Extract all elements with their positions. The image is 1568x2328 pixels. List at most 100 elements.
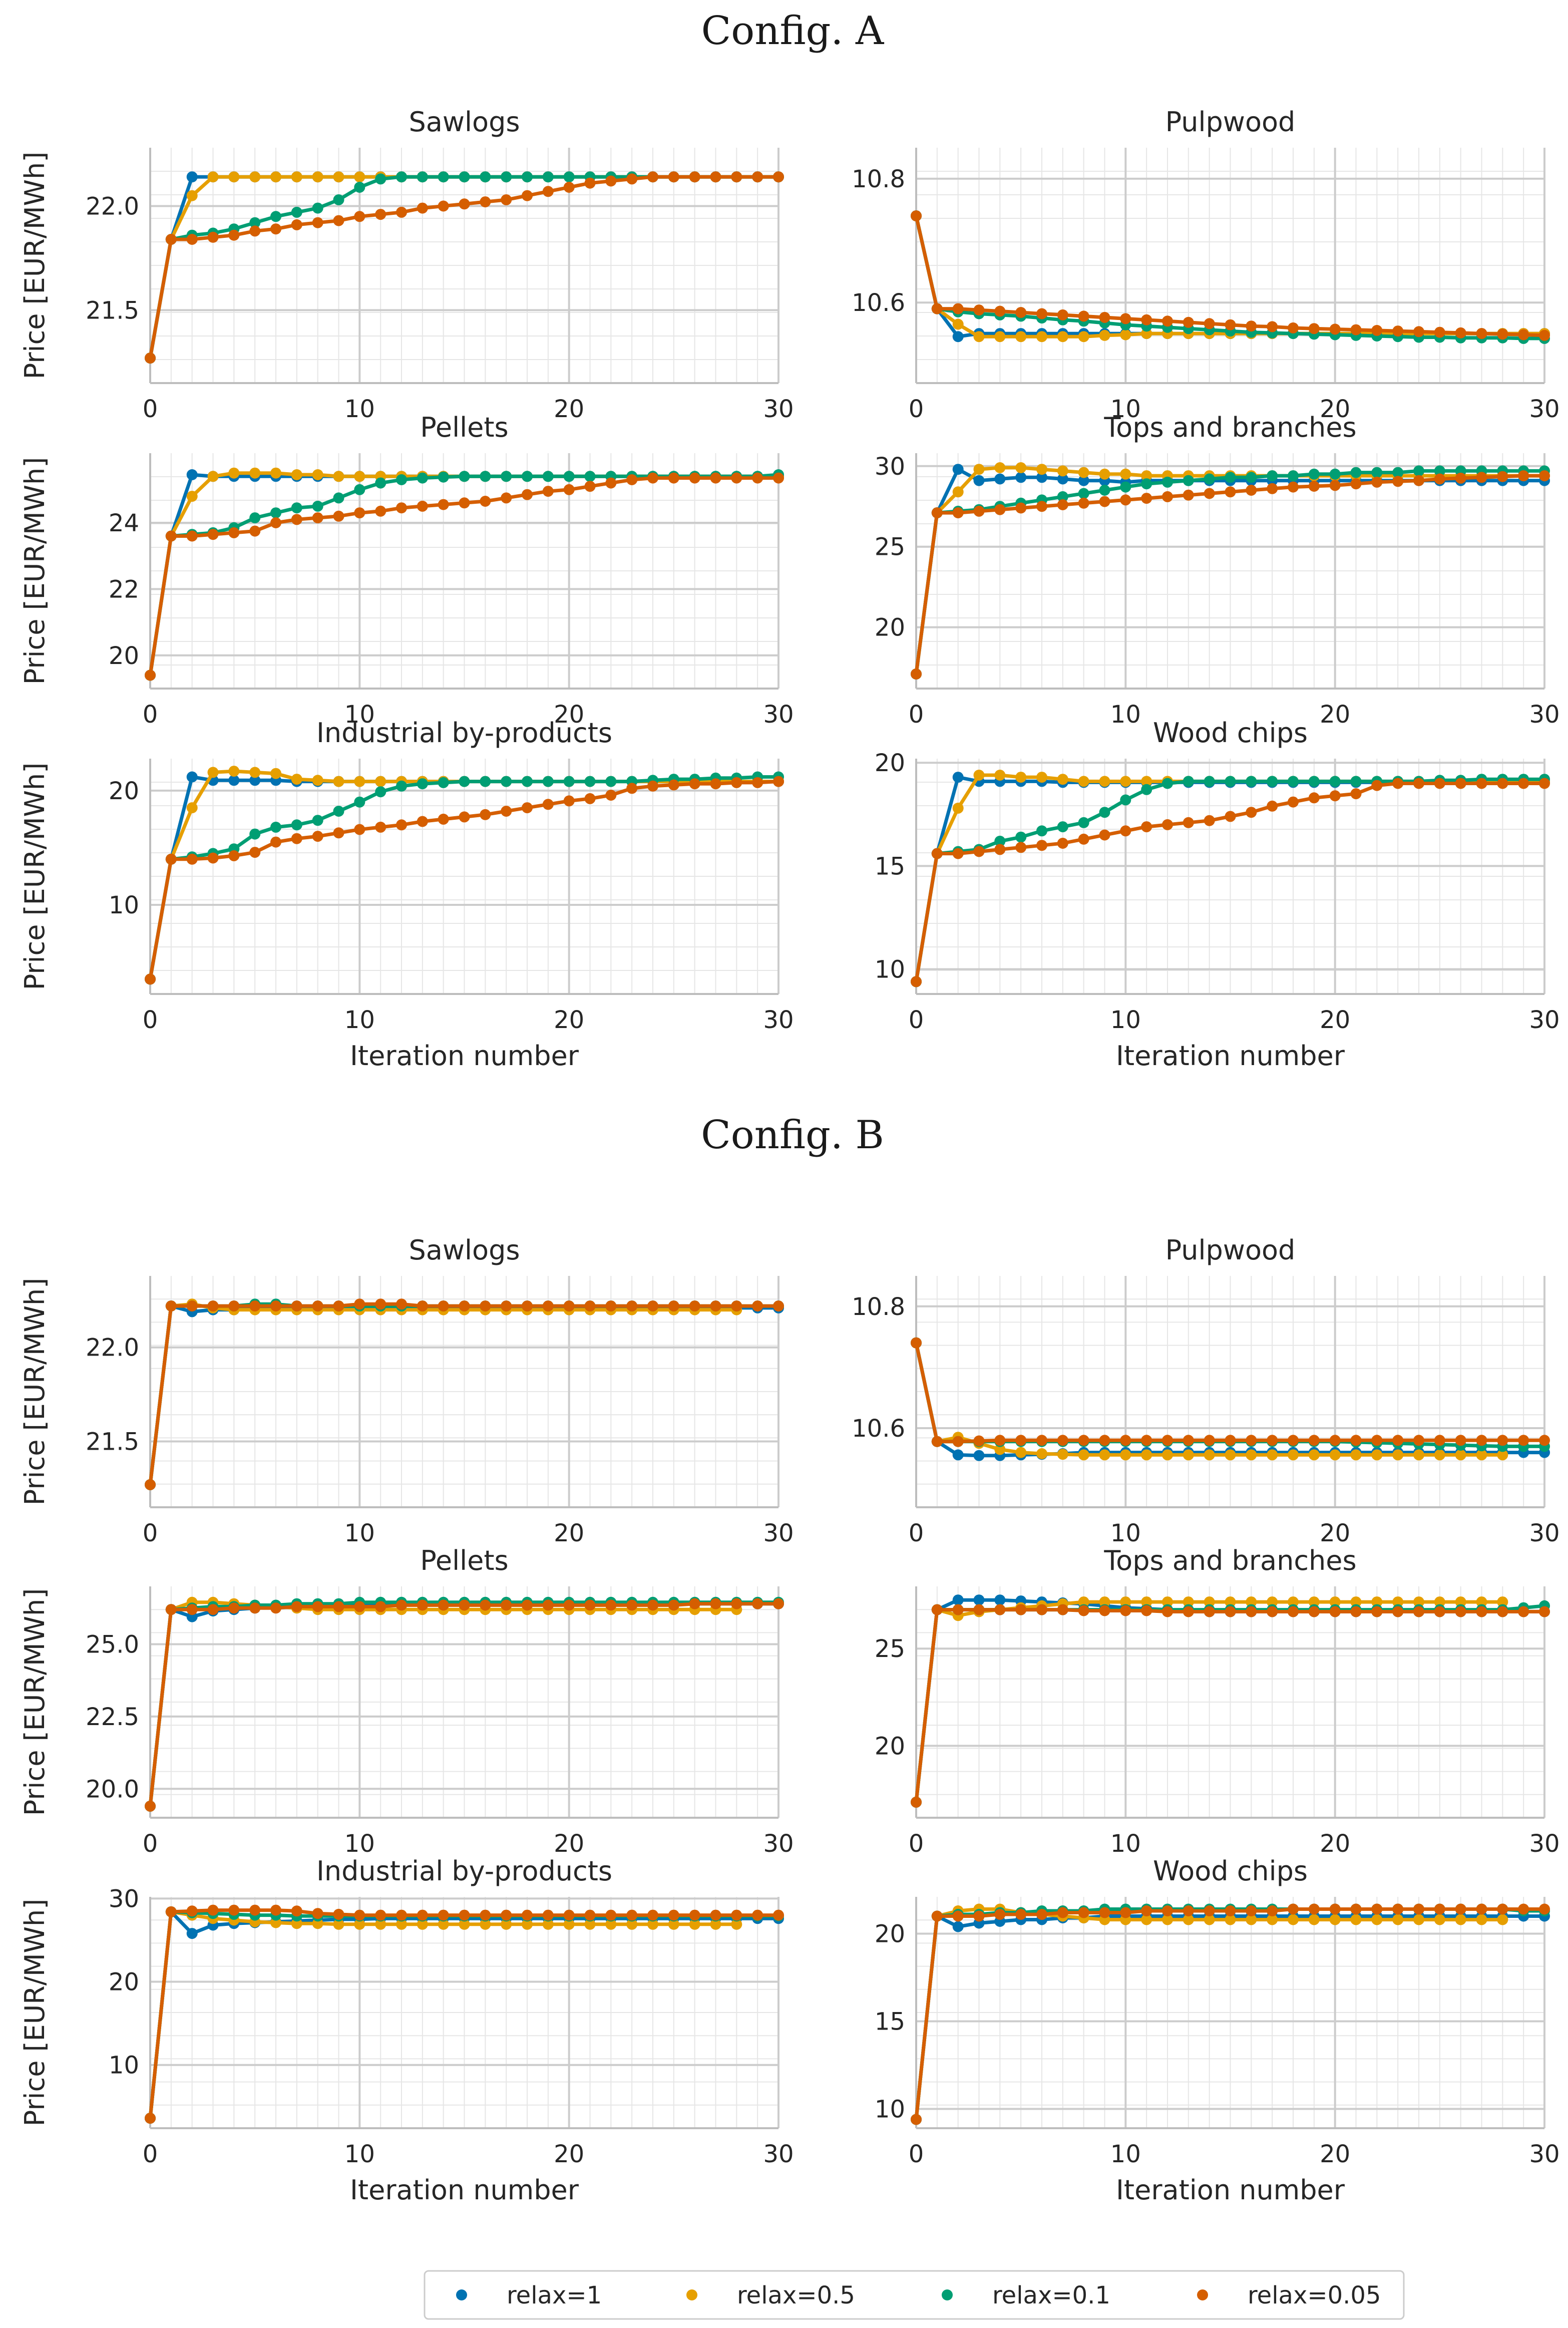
chart-config-a-industrial-by-products-point-relax-0-1	[480, 776, 491, 787]
chart-config-b-industrial-by-products-point-relax-0-05	[291, 1905, 302, 1917]
chart-config-a-tops-and-branches-point-relax-0-05	[1371, 476, 1383, 488]
chart-config-a-pellets-point-relax-0-05	[773, 472, 784, 484]
chart-config-b-pulpwood-point-relax-0-5	[1392, 1449, 1404, 1461]
chart-config-b-wood-chips-point-relax-0-05	[1308, 1903, 1320, 1915]
chart-config-a-tops-and-branches-point-relax-0-1	[1371, 467, 1383, 478]
chart-config-b-pulpwood-point-relax-1	[952, 1449, 964, 1461]
chart-config-a-pulpwood-point-relax-0-5	[973, 331, 985, 343]
chart-config-a-sawlogs-point-relax-0-05	[417, 202, 428, 214]
chart-config-a-pulpwood-point-relax-0-05	[1057, 309, 1068, 320]
chart-config-a-industrial-by-products-point-relax-0-05	[186, 853, 198, 865]
chart-config-b-pulpwood-point-relax-0-5	[1099, 1449, 1110, 1461]
chart-config-a-pellets-point-relax-0-1	[375, 477, 386, 489]
chart-config-b-industrial-by-products-point-relax-0-05	[145, 2113, 156, 2124]
chart-config-a-tops-and-branches-point-relax-0-5	[952, 486, 964, 498]
chart-config-b-sawlogs-point-relax-0-05	[165, 1300, 177, 1312]
chart-config-b-pulpwood-point-relax-0-05	[1434, 1435, 1445, 1446]
chart-config-a-pulpwood-point-relax-0-05	[1183, 316, 1194, 328]
chart-config-a-wood-chips-point-relax-0-05	[1476, 778, 1487, 789]
chart-config-b-pulpwood-point-relax-0-05	[1518, 1435, 1529, 1446]
chart-config-b-pellets-point-relax-0-05	[354, 1601, 365, 1612]
chart-config-a-tops-and-branches-point-relax-0-05	[1036, 501, 1047, 512]
chart-config-b-sawlogs-point-relax-0-05	[626, 1300, 638, 1312]
chart-config-b-tops-and-branches-point-relax-0-05	[952, 1604, 964, 1615]
chart-config-a-pellets-point-relax-0-1	[312, 500, 323, 512]
chart-config-a-industrial-by-products-point-relax-0-5	[333, 776, 344, 787]
chart-config-a-wood-chips-point-relax-0-5	[1015, 772, 1027, 783]
chart-config-a-wood-chips-point-relax-0-05	[1057, 838, 1068, 849]
chart-config-b-wood-chips-point-relax-1	[952, 1921, 964, 1932]
chart-config-b-pulpwood-point-relax-0-05	[1141, 1435, 1152, 1446]
chart-config-a-pulpwood-point-relax-0-05	[1518, 329, 1529, 341]
chart-config-a-sawlogs-point-relax-0-05	[375, 209, 386, 220]
chart-config-b-tops-and-branches-point-relax-0-05	[1225, 1606, 1236, 1617]
chart-config-b-tops-and-branches-point-relax-1	[952, 1594, 964, 1606]
chart-config-a-pulpwood-point-relax-0-05	[952, 303, 964, 314]
chart-config-a-sawlogs-point-relax-0-05	[249, 225, 261, 237]
chart-config-b-tops-and-branches-x-tick-label: 20	[1320, 1830, 1350, 1858]
chart-config-b-pulpwood-point-relax-0-05	[1246, 1435, 1257, 1446]
chart-config-b-pellets-x-tick-label: 10	[344, 1830, 375, 1858]
chart-config-a-industrial-by-products-point-relax-0-05	[459, 811, 470, 823]
chart-config-a-tops-and-branches-point-relax-0-05	[1015, 502, 1027, 514]
chart-config-b-wood-chips-point-relax-0-5	[1308, 1914, 1320, 1925]
chart-config-a-tops-and-branches-point-relax-0-1	[1413, 465, 1424, 477]
chart-config-a-pulpwood: 10.6 10.8 0 10 20 30 Pulpwood	[852, 106, 1559, 423]
chart-config-b-tops-and-branches-point-relax-0-5	[1120, 1596, 1131, 1608]
chart-config-a-industrial-by-products-y-tick-label: 10	[109, 891, 139, 919]
chart-config-a-industrial-by-products-point-relax-0-1	[396, 780, 407, 792]
chart-config-b-wood-chips-point-relax-0-5	[1329, 1914, 1341, 1925]
chart-config-b-tops-and-branches-point-relax-0-05	[1350, 1606, 1362, 1617]
chart-config-a-pellets-point-relax-0-1	[542, 471, 554, 482]
chart-config-a-pulpwood-point-relax-0-5	[1015, 331, 1027, 343]
chart-config-a-industrial-by-products-point-relax-0-05	[333, 827, 344, 839]
chart-config-b-wood-chips-point-relax-0-05	[1413, 1903, 1424, 1915]
chart-config-b-tops-and-branches-point-relax-0-5	[1288, 1596, 1299, 1608]
chart-config-a-pellets-point-relax-0-1	[417, 472, 428, 484]
chart-config-b-industrial-by-products-point-relax-0-05	[249, 1904, 261, 1916]
chart-config-a-wood-chips-point-relax-0-05	[1246, 807, 1257, 818]
chart-config-b-tops-and-branches-point-relax-0-05	[1015, 1604, 1027, 1615]
chart-config-b-tops-and-branches-point-relax-0-5	[1078, 1596, 1089, 1608]
chart-config-a-wood-chips-point-relax-0-1	[1329, 776, 1341, 787]
chart-config-a-pellets-point-relax-0-05	[291, 514, 302, 525]
chart-config-b-wood-chips-point-relax-0-5	[1141, 1914, 1152, 1925]
chart-config-a-tops-and-branches-point-relax-0-05	[1288, 481, 1299, 493]
chart-config-b-industrial-by-products-point-relax-0-05	[459, 1909, 470, 1921]
chart-config-b-pulpwood-point-relax-0-5	[1288, 1449, 1299, 1461]
chart-config-b-industrial-by-products-point-relax-0-05	[333, 1908, 344, 1920]
chart-config-b-pulpwood-point-relax-0-05	[973, 1435, 985, 1447]
chart-config-a-tops-and-branches-point-relax-0-1	[1078, 488, 1089, 499]
chart-config-a-sawlogs-point-relax-0-05	[605, 175, 617, 187]
chart-config-a-industrial-by-products-point-relax-0-1	[354, 796, 365, 808]
chart-config-a-pellets-point-relax-0-05	[396, 502, 407, 514]
chart-config-b-pellets-point-relax-0-05	[773, 1598, 784, 1609]
chart-config-a-pellets-point-relax-0-5	[207, 471, 219, 482]
chart-config-b-sawlogs-point-relax-0-05	[333, 1300, 344, 1312]
chart-config-b-sawlogs-point-relax-0-05	[186, 1300, 198, 1312]
chart-config-a-industrial-by-products-y-axis-label: Price [EUR/MWh]	[19, 763, 51, 990]
chart-config-a-industrial-by-products-point-relax-0-05	[480, 809, 491, 820]
chart-config-a-pellets-point-relax-0-05	[165, 530, 177, 542]
chart-config-b-sawlogs-point-relax-0-05	[752, 1300, 763, 1312]
chart-config-b-sawlogs: 21.5 22.0 0 10 20 30 Sawlogs Price [EUR/MWh]	[19, 1234, 794, 1547]
chart-config-b-tops-and-branches-point-relax-0-5	[1434, 1596, 1445, 1608]
chart-config-b-wood-chips-x-axis-label: Iteration number	[1116, 2174, 1345, 2206]
chart-config-a-pellets-point-relax-0-5	[312, 469, 323, 480]
chart-config-a-wood-chips-point-relax-0-1	[1288, 776, 1299, 787]
chart-config-a-pellets-point-relax-0-5	[249, 467, 261, 479]
chart-config-a-pulpwood-title: Pulpwood	[1165, 106, 1296, 138]
config-b-title: Config. B	[701, 1113, 884, 1158]
chart-config-b-industrial-by-products-point-relax-0-05	[228, 1904, 240, 1916]
chart-config-b-pellets-point-relax-0-05	[501, 1599, 512, 1611]
chart-config-a-wood-chips-point-relax-0-05	[952, 848, 964, 859]
chart-config-a-tops-and-branches-point-relax-0-1	[1434, 465, 1445, 477]
chart-config-b-pulpwood-point-relax-0-5	[1057, 1449, 1068, 1460]
chart-config-a-tops-and-branches-series-relax-0-05	[911, 470, 1550, 680]
chart-config-b-tops-and-branches-point-relax-0-5	[1162, 1596, 1173, 1608]
chart-config-a-sawlogs-point-relax-0-05	[207, 231, 219, 243]
chart-config-b-pulpwood-point-relax-0-05	[1225, 1435, 1236, 1446]
chart-config-a-tops-and-branches-point-relax-0-1	[1329, 468, 1341, 480]
chart-config-b-pellets-point-relax-0-05	[228, 1602, 240, 1614]
